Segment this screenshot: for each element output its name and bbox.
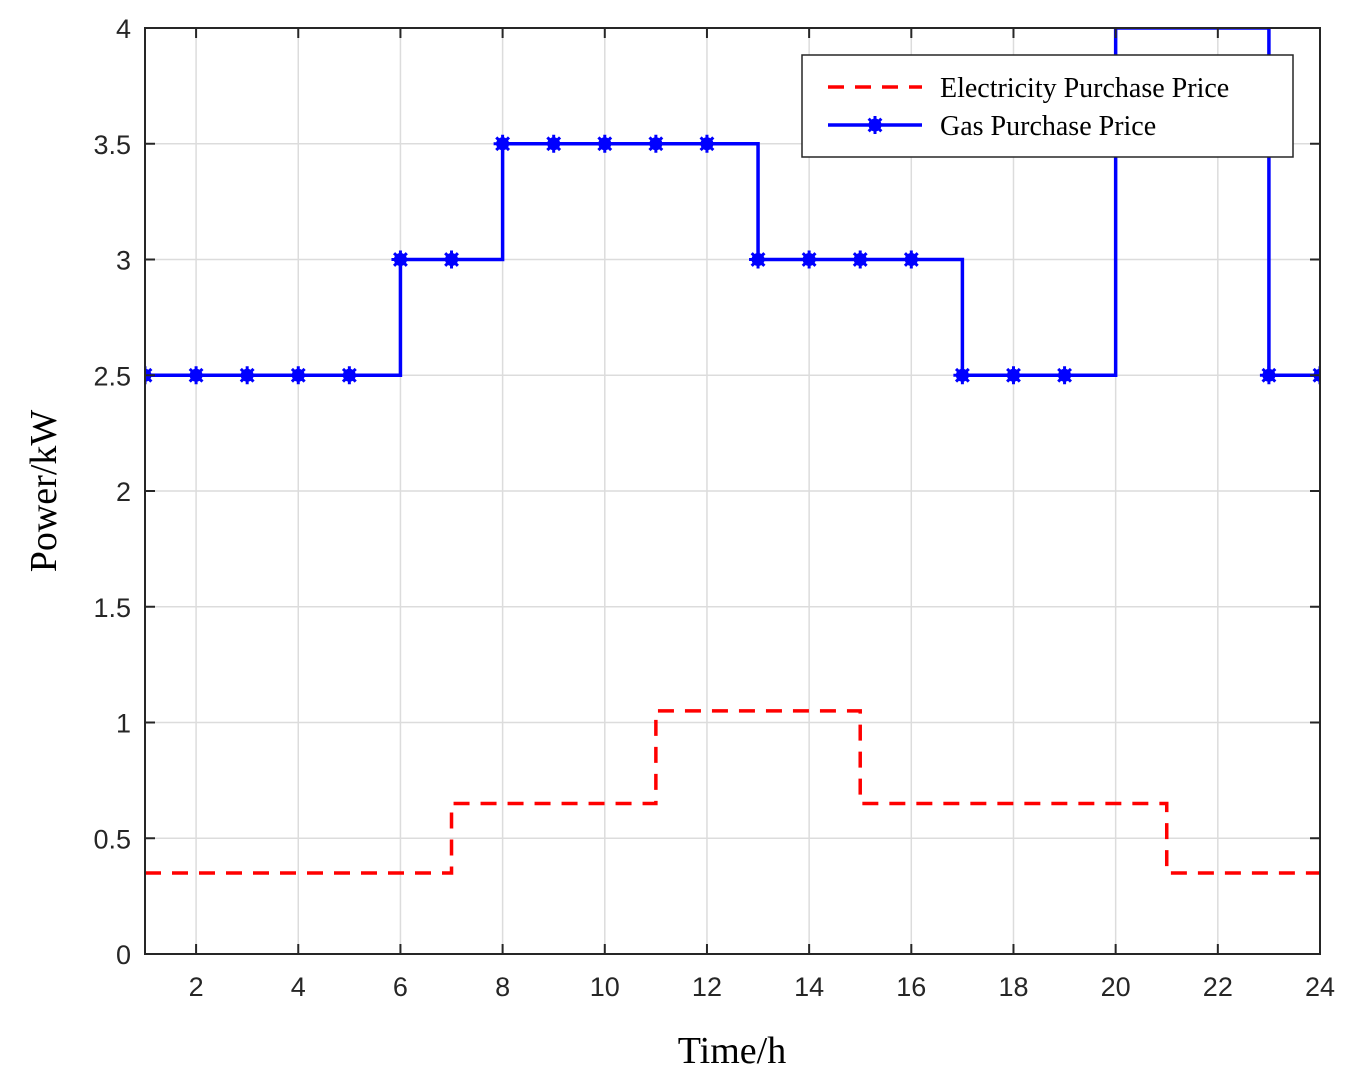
x-tick-label: 8 (495, 972, 510, 1002)
legend: Electricity Purchase Price Gas Purchase … (801, 54, 1294, 158)
data-point-marker (493, 134, 512, 153)
data-point-marker (187, 366, 206, 385)
data-point-marker (1259, 366, 1278, 385)
x-tick-label: 2 (189, 972, 204, 1002)
data-point-marker (442, 250, 461, 269)
data-point-marker (953, 366, 972, 385)
data-point-marker (749, 250, 768, 269)
legend-marker-gas (866, 116, 884, 134)
legend-box (801, 54, 1294, 158)
y-tick-label: 3.5 (93, 130, 131, 160)
legend-label-gas: Gas Purchase Price (940, 111, 1156, 142)
axis-ticks (145, 27, 1321, 955)
data-point-marker (340, 366, 359, 385)
data-point-marker (1055, 366, 1074, 385)
x-tick-label: 22 (1203, 972, 1233, 1002)
data-point-marker (851, 250, 870, 269)
y-tick-label: 4 (116, 14, 131, 44)
legend-label-electricity: Electricity Purchase Price (940, 73, 1229, 104)
data-point-marker (391, 250, 410, 269)
y-tick-label: 1 (116, 709, 131, 739)
data-point-marker (595, 134, 614, 153)
data-point-marker (800, 250, 819, 269)
x-tick-label: 20 (1101, 972, 1131, 1002)
y-tick-label: 0.5 (93, 824, 131, 854)
y-tick-label: 0 (116, 940, 131, 970)
y-axis-label: Power/kW (23, 410, 65, 573)
data-point-marker (902, 250, 921, 269)
x-tick-label: 10 (590, 972, 620, 1002)
y-tick-label: 2.5 (93, 361, 131, 391)
data-point-marker (646, 134, 665, 153)
y-tick-label: 2 (116, 477, 131, 507)
x-tick-label: 16 (896, 972, 926, 1002)
y-tick-label: 1.5 (93, 593, 131, 623)
series-line-electricity (145, 709, 1320, 875)
data-point-marker (289, 366, 308, 385)
x-tick-label: 12 (692, 972, 722, 1002)
legend-marker-star (866, 116, 884, 134)
series-layer (145, 28, 1320, 875)
data-point-marker (238, 366, 257, 385)
data-point-marker (544, 134, 563, 153)
x-tick-label: 4 (291, 972, 306, 1002)
data-point-marker (697, 134, 716, 153)
data-point-marker (1004, 366, 1023, 385)
x-tick-label: 14 (794, 972, 824, 1002)
x-axis-label: Time/h (678, 1030, 786, 1072)
x-tick-label: 24 (1305, 972, 1335, 1002)
x-tick-label: 18 (998, 972, 1028, 1002)
series-line-gas (145, 28, 1320, 377)
x-tick-label: 6 (393, 972, 408, 1002)
y-tick-label: 3 (116, 246, 131, 276)
